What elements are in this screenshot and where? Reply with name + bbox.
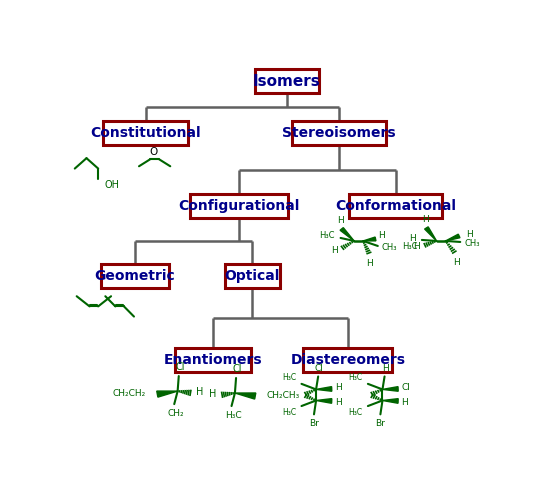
Text: H: H — [409, 234, 416, 244]
Text: Enantiomers: Enantiomers — [164, 354, 263, 368]
Text: OH: OH — [105, 180, 120, 190]
Text: H₃C: H₃C — [319, 232, 335, 240]
Text: H₃C: H₃C — [348, 408, 363, 417]
Polygon shape — [446, 234, 460, 241]
Text: CH₃: CH₃ — [465, 240, 480, 248]
FancyBboxPatch shape — [255, 69, 319, 93]
Polygon shape — [382, 386, 398, 392]
Text: H: H — [466, 230, 473, 239]
Polygon shape — [382, 398, 398, 404]
Polygon shape — [316, 386, 332, 392]
Polygon shape — [363, 237, 376, 241]
Text: Br: Br — [375, 419, 385, 428]
Text: H: H — [337, 216, 344, 225]
FancyBboxPatch shape — [225, 264, 279, 287]
FancyBboxPatch shape — [190, 194, 288, 218]
Text: H: H — [195, 387, 203, 397]
Text: H₃C: H₃C — [402, 242, 417, 251]
Text: Cl: Cl — [315, 364, 324, 373]
Text: H₃C: H₃C — [282, 408, 296, 417]
Polygon shape — [316, 398, 332, 404]
Text: Conformational: Conformational — [335, 200, 456, 213]
FancyBboxPatch shape — [292, 121, 386, 145]
Text: H: H — [332, 246, 338, 256]
Text: Optical: Optical — [225, 268, 280, 282]
Text: H₃C: H₃C — [348, 373, 363, 382]
Text: H: H — [401, 398, 408, 407]
Text: H: H — [382, 364, 389, 373]
Polygon shape — [157, 391, 178, 397]
Text: Stereoisomers: Stereoisomers — [282, 126, 396, 140]
Text: H: H — [454, 258, 460, 267]
Text: Diastereomers: Diastereomers — [290, 354, 405, 368]
Text: Configurational: Configurational — [179, 200, 300, 213]
FancyBboxPatch shape — [349, 194, 442, 218]
Text: H: H — [378, 232, 385, 240]
Text: H: H — [335, 383, 342, 392]
FancyBboxPatch shape — [303, 348, 393, 372]
Text: Isomers: Isomers — [253, 74, 321, 88]
Text: H: H — [335, 398, 342, 407]
Text: H: H — [209, 389, 217, 399]
Polygon shape — [340, 228, 354, 241]
Text: H₃C: H₃C — [282, 373, 296, 382]
Text: Constitutional: Constitutional — [91, 126, 201, 140]
Text: Cl: Cl — [175, 362, 185, 372]
Text: Cl: Cl — [401, 383, 410, 392]
FancyBboxPatch shape — [101, 264, 169, 287]
FancyBboxPatch shape — [175, 348, 251, 372]
Text: H: H — [366, 259, 374, 268]
Text: O: O — [150, 148, 158, 158]
Text: CH₃: CH₃ — [381, 244, 396, 252]
Polygon shape — [235, 393, 256, 399]
Text: CH₂: CH₂ — [167, 409, 184, 418]
Text: H: H — [422, 215, 428, 224]
Text: H₃C: H₃C — [226, 411, 242, 420]
Text: Br: Br — [309, 419, 319, 428]
Text: Geometric: Geometric — [95, 268, 175, 282]
Text: CH₂CH₂: CH₂CH₂ — [113, 388, 146, 398]
FancyBboxPatch shape — [104, 121, 189, 145]
Text: CH₂CH₃: CH₂CH₃ — [267, 390, 300, 400]
Text: Cl: Cl — [232, 364, 242, 374]
Polygon shape — [424, 227, 437, 241]
Text: H: H — [413, 242, 419, 252]
